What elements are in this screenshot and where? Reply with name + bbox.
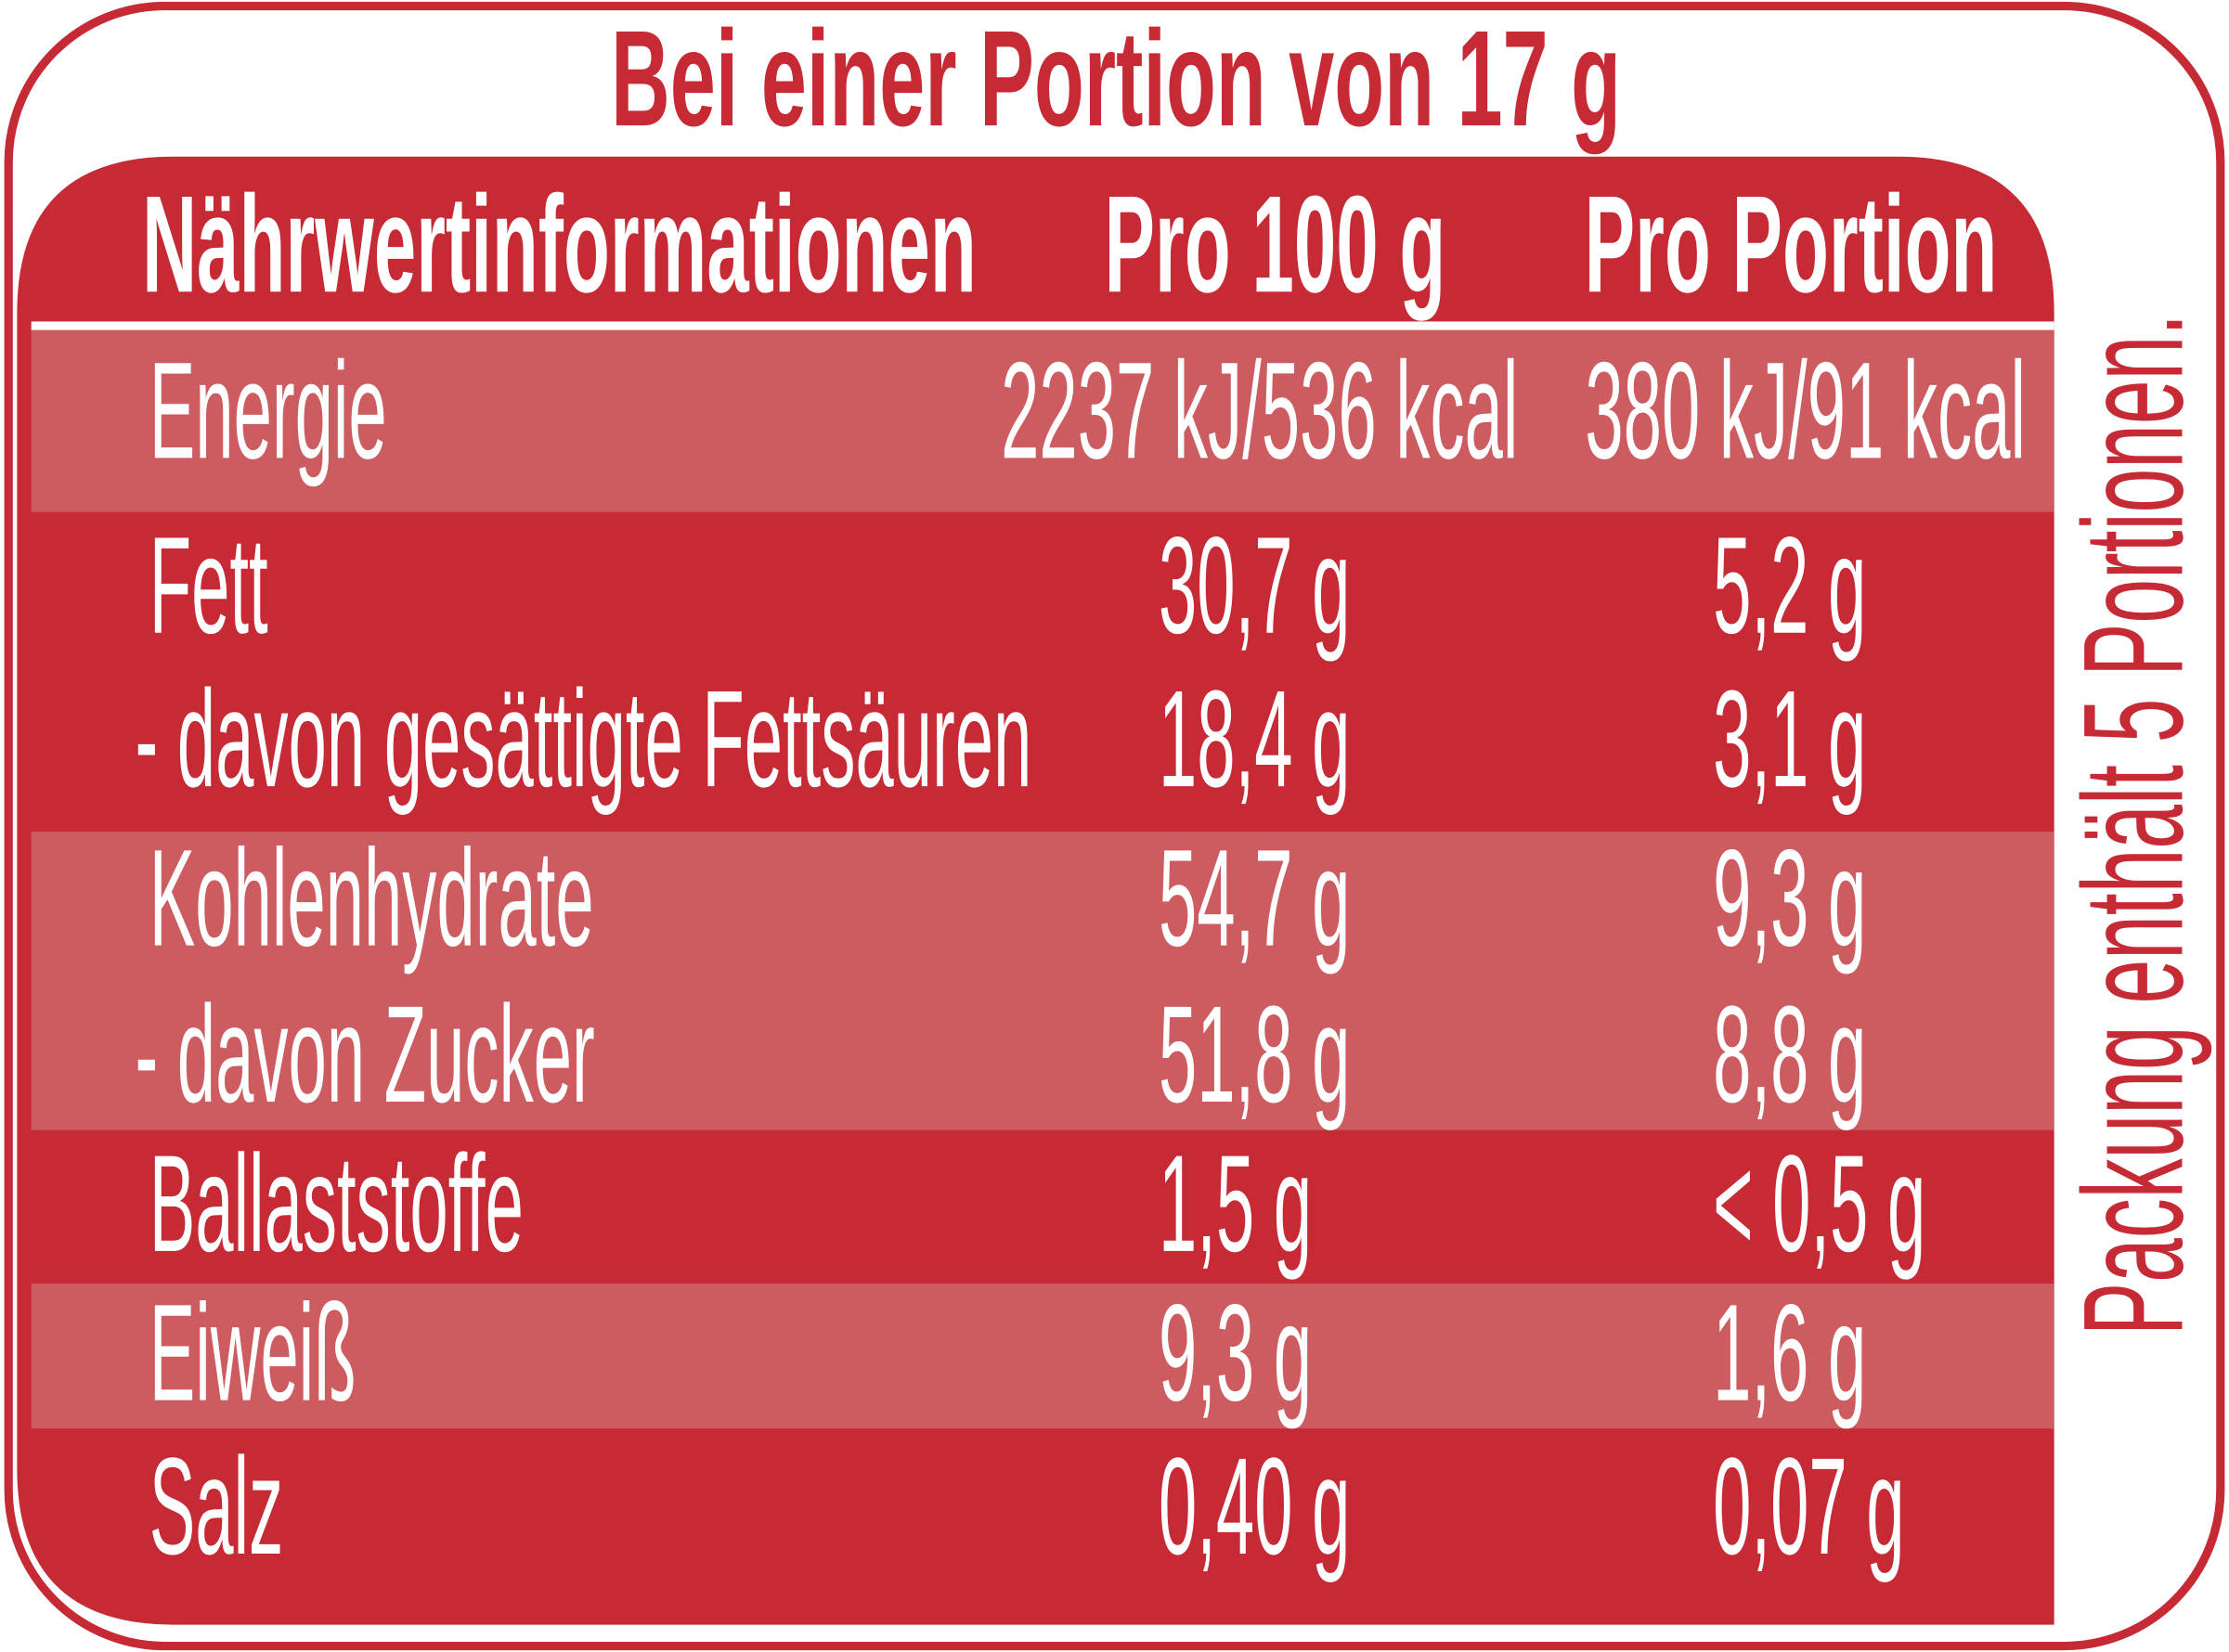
label-title: Bei einer Portion von 17 g	[611, 2, 1621, 155]
header-rule	[31, 321, 2054, 330]
light-band	[31, 329, 2054, 512]
per-100g: 1,5 g	[1159, 1127, 1312, 1281]
per-100g: 9,3 g	[1159, 1276, 1312, 1430]
row-label: - davon Zucker	[135, 977, 594, 1131]
row-label: - davon gesättigte Fettsäuren	[135, 662, 1031, 816]
per-portion: 5,2 g	[1713, 509, 1866, 663]
per-portion: 380 kJ/91 kcal	[1585, 333, 2026, 487]
row-label: Energie	[149, 333, 387, 487]
per-100g: 2237 kJ/536 kcal	[1001, 333, 1518, 487]
light-band	[31, 832, 2054, 1130]
per-portion: 8,8 g	[1713, 977, 1866, 1131]
per-100g: 0,40 g	[1159, 1429, 1350, 1583]
per-portion: < 0,5 g	[1713, 1127, 1925, 1281]
row-label: Fett	[149, 509, 268, 663]
per-100g: 18,4 g	[1159, 662, 1350, 816]
row-label: Kohlenhydrate	[149, 821, 594, 975]
per-portion: 9,3 g	[1713, 821, 1866, 975]
per-100g: 30,7 g	[1159, 509, 1350, 663]
header-cell: Pro Portion	[1585, 167, 1998, 321]
per-100g: 54,7 g	[1159, 821, 1350, 975]
light-band	[31, 1284, 2054, 1429]
row-label: Salz	[149, 1429, 283, 1583]
row-label: Ballaststoffe	[149, 1127, 524, 1281]
per-portion: 3,1 g	[1713, 662, 1866, 816]
per-portion: 0,07 g	[1713, 1429, 1904, 1583]
per-portion: 1,6 g	[1713, 1276, 1866, 1430]
per-100g: 51,8 g	[1159, 977, 1350, 1131]
row-label: Eiweiß	[149, 1276, 356, 1430]
header-cell: Pro 100 g	[1105, 167, 1446, 321]
header-cell: Nährwertinformationen	[142, 167, 977, 321]
side-note: Packung enthält 5 Portionen.	[2055, 314, 2213, 1336]
